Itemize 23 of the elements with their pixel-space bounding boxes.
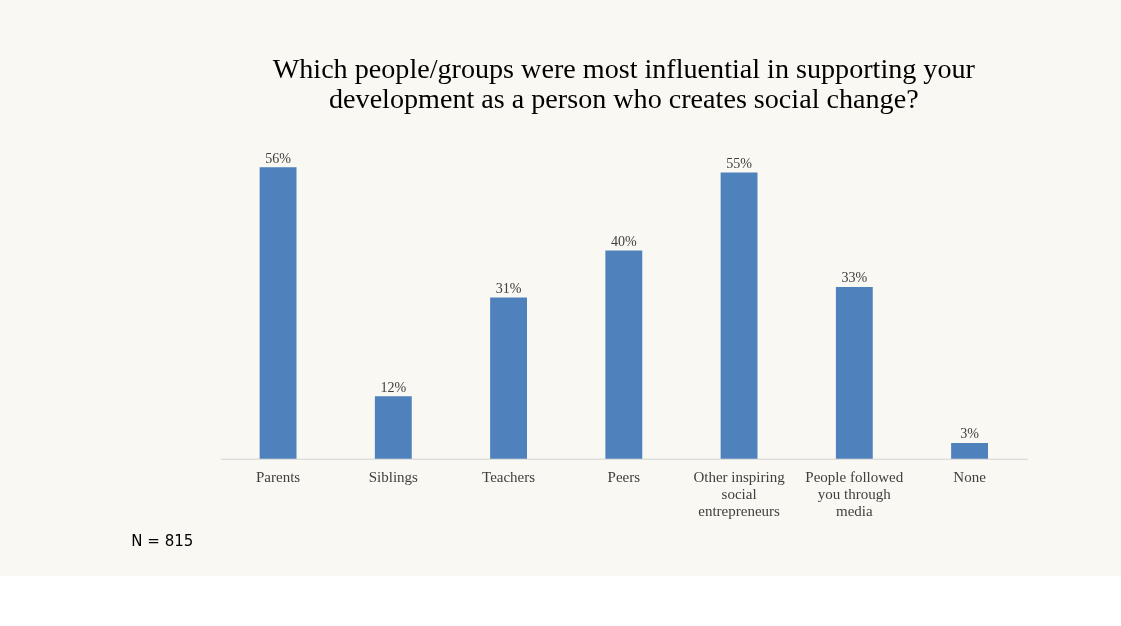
data-label: 33% xyxy=(841,269,868,286)
data-label: 40% xyxy=(610,232,637,249)
bar xyxy=(259,167,297,459)
x-tick-label: None xyxy=(953,469,987,486)
data-label: 12% xyxy=(380,378,407,395)
x-tick-label: Parents xyxy=(255,469,301,486)
x-tick-label: Teachers xyxy=(482,469,536,486)
bar xyxy=(835,286,873,459)
x-tick-label: Siblings xyxy=(368,469,419,486)
data-label: 55% xyxy=(726,154,753,171)
x-tick-label: Other inspiring social entrepreneurs xyxy=(693,469,786,519)
x-tick-label: People followed you through media xyxy=(805,469,904,519)
data-label: 3% xyxy=(960,425,980,442)
x-tick-label: Peers xyxy=(607,469,641,486)
data-label: 56% xyxy=(265,149,292,166)
chart-title: Which people/groups were most influential in supporting your development as a person who creates social change? xyxy=(272,53,976,115)
bar xyxy=(720,172,758,459)
bar xyxy=(951,443,989,459)
bar xyxy=(374,396,412,459)
bar xyxy=(605,250,643,459)
bar xyxy=(490,297,528,459)
text: N = 815 xyxy=(131,531,194,550)
data-label: 31% xyxy=(495,279,522,296)
